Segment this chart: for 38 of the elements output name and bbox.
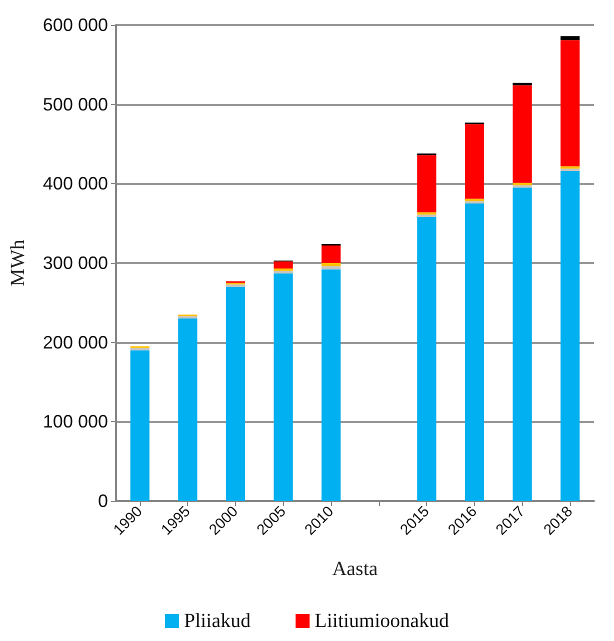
y-tick-label: 600 000 (42, 15, 108, 35)
bar (560, 170, 580, 501)
legend-label: Liitiumioonakud (314, 610, 450, 632)
bar (512, 188, 532, 501)
bar (178, 318, 198, 501)
y-axis-title: MWh (7, 240, 29, 286)
bar (464, 124, 484, 199)
y-tick-label: 400 000 (42, 174, 108, 194)
bar (417, 216, 436, 501)
bar (560, 40, 580, 166)
bar (560, 166, 580, 169)
bar (322, 269, 341, 501)
bar (130, 350, 150, 501)
bar (226, 286, 246, 501)
bar (322, 246, 341, 263)
legend-label: Pliiakud (184, 610, 251, 632)
y-tick-label: 0 (98, 491, 108, 511)
bar (464, 204, 484, 501)
bar (226, 284, 246, 287)
bar (130, 348, 150, 350)
bar (512, 82, 532, 86)
bar (417, 212, 436, 215)
bar (322, 263, 341, 266)
y-tick-label: 300 000 (42, 253, 108, 273)
bar (178, 316, 198, 319)
bar (274, 261, 293, 269)
y-tick-label: 100 000 (42, 412, 108, 432)
bar (274, 273, 293, 501)
y-tick-label: 500 000 (42, 94, 108, 114)
bar (322, 266, 341, 270)
bar (512, 85, 532, 183)
bar (274, 270, 293, 274)
y-tick-label: 200 000 (42, 332, 108, 352)
bar (512, 182, 532, 186)
x-axis-title: Aasta (332, 558, 378, 580)
bar (560, 36, 580, 40)
bar (464, 198, 484, 202)
bar (417, 155, 436, 212)
